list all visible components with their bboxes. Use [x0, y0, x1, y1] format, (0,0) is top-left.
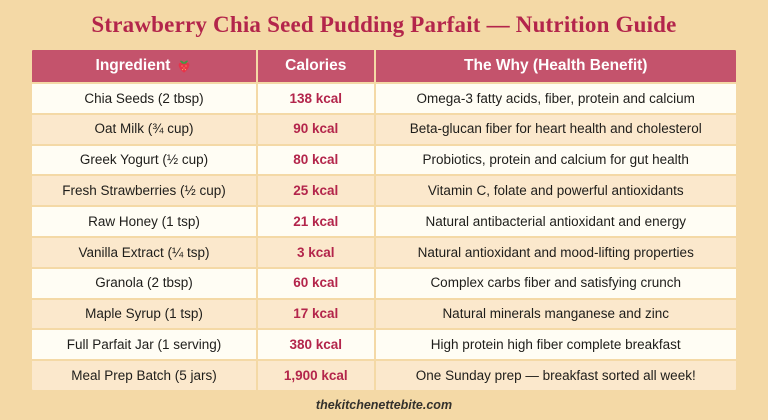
table-row: Raw Honey (1 tsp) 21 kcal Natural antiba…: [32, 207, 736, 236]
benefit-cell: High protein high fiber complete breakfa…: [375, 330, 736, 360]
page-title: Strawberry Chia Seed Pudding Parfait — N…: [91, 12, 677, 37]
table-row: Chia Seeds (2 tbsp) 138 kcal Omega-3 fat…: [32, 84, 736, 113]
strawberry-icon: [176, 58, 192, 74]
calories-cell: 80 kcal: [258, 145, 374, 175]
benefit-cell: Probiotics, protein and calcium for gut …: [375, 145, 736, 175]
table-row: Maple Syrup (1 tsp) 17 kcal Natural mine…: [32, 299, 736, 329]
ingredient-cell: Fresh Strawberries (½ cup): [32, 176, 256, 206]
benefit-cell: Natural antioxidant and mood-lifting pro…: [375, 237, 736, 267]
table-row: Greek Yogurt (½ cup) 80 kcal Probiotics,…: [32, 145, 736, 175]
header-calories: Calories: [258, 50, 374, 82]
ingredient-cell: Chia Seeds (2 tbsp): [32, 84, 256, 113]
calories-cell: 90 kcal: [258, 114, 374, 144]
calories-cell: 138 kcal: [258, 84, 374, 113]
ingredient-cell: Maple Syrup (1 tsp): [32, 299, 256, 329]
benefit-cell: Beta-glucan fiber for heart health and c…: [375, 114, 736, 144]
header-ingredient-label: Ingredient: [95, 57, 171, 74]
calories-cell: 25 kcal: [258, 176, 374, 206]
benefit-cell: Natural minerals manganese and zinc: [375, 299, 736, 329]
table-row: Vanilla Extract (¼ tsp) 3 kcal Natural a…: [32, 237, 736, 267]
ingredient-cell: Full Parfait Jar (1 serving): [32, 330, 256, 360]
nutrition-table-wrapper: Ingredient: [30, 48, 738, 392]
table-row: Full Parfait Jar (1 serving) 380 kcal Hi…: [32, 330, 736, 360]
ingredient-cell: Greek Yogurt (½ cup): [32, 145, 256, 175]
calories-cell: 60 kcal: [258, 268, 374, 298]
nutrition-table: Ingredient: [30, 48, 738, 392]
table-row: Meal Prep Batch (5 jars) 1,900 kcal One …: [32, 361, 736, 390]
calories-cell: 380 kcal: [258, 330, 374, 360]
benefit-cell: Vitamin C, folate and powerful antioxida…: [375, 176, 736, 206]
calories-cell: 1,900 kcal: [258, 361, 374, 390]
benefit-cell: One Sunday prep — breakfast sorted all w…: [375, 361, 736, 390]
calories-cell: 21 kcal: [258, 207, 374, 236]
header-ingredient: Ingredient: [32, 50, 256, 82]
calories-cell: 17 kcal: [258, 299, 374, 329]
benefit-cell: Natural antibacterial antioxidant and en…: [375, 207, 736, 236]
header-benefit: The Why (Health Benefit): [375, 50, 736, 82]
ingredient-cell: Raw Honey (1 tsp): [32, 207, 256, 236]
benefit-cell: Omega-3 fatty acids, fiber, protein and …: [375, 84, 736, 113]
ingredient-cell: Vanilla Extract (¼ tsp): [32, 237, 256, 267]
ingredient-cell: Meal Prep Batch (5 jars): [32, 361, 256, 390]
table-header-row: Ingredient: [32, 50, 736, 82]
table-row: Oat Milk (¾ cup) 90 kcal Beta-glucan fib…: [32, 114, 736, 144]
table-row: Fresh Strawberries (½ cup) 25 kcal Vitam…: [32, 176, 736, 206]
calories-cell: 3 kcal: [258, 237, 374, 267]
ingredient-cell: Granola (2 tbsp): [32, 268, 256, 298]
table-row: Granola (2 tbsp) 60 kcal Complex carbs f…: [32, 268, 736, 298]
benefit-cell: Complex carbs fiber and satisfying crunc…: [375, 268, 736, 298]
ingredient-cell: Oat Milk (¾ cup): [32, 114, 256, 144]
website-footer: thekitchenettebite.com: [315, 398, 453, 412]
